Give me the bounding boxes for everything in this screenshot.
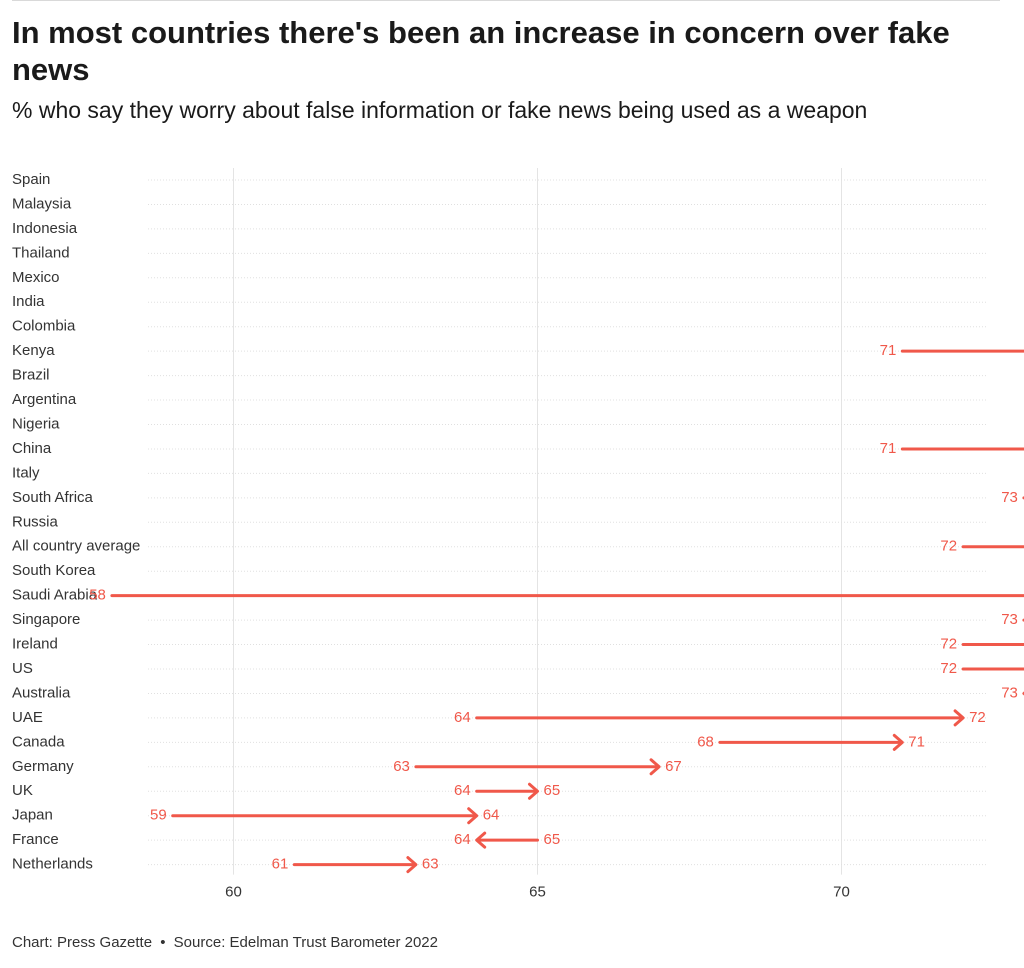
row-label-china: China bbox=[12, 440, 52, 457]
row-label-canada: Canada bbox=[12, 733, 65, 750]
row-label-thailand: Thailand bbox=[12, 244, 70, 261]
row-label-australia: Australia bbox=[12, 684, 71, 701]
start-value-japan: 59 bbox=[150, 807, 167, 824]
row-label-india: India bbox=[12, 293, 45, 310]
end-value-australia: 73 bbox=[1001, 684, 1018, 701]
row-label-south-africa: South Africa bbox=[12, 489, 94, 506]
x-tick-label-60: 60 bbox=[225, 884, 242, 901]
arrow-head-canada bbox=[892, 733, 904, 751]
row-label-indonesia: Indonesia bbox=[12, 220, 78, 237]
start-value-netherlands: 61 bbox=[272, 856, 289, 873]
start-value-us: 72 bbox=[940, 660, 957, 677]
arrow-head-uk bbox=[528, 782, 539, 800]
end-value-uae: 72 bbox=[969, 709, 986, 726]
end-value-netherlands: 63 bbox=[422, 856, 439, 873]
end-value-france: 64 bbox=[454, 831, 471, 848]
row-label-uk: UK bbox=[12, 782, 33, 799]
start-value-saudi-arabia: 58 bbox=[89, 587, 106, 604]
source-note: Source: Edelman Trust Barometer 2022 bbox=[173, 934, 438, 951]
arrow-head-netherlands bbox=[406, 856, 418, 874]
end-value-germany: 67 bbox=[665, 758, 682, 775]
start-value-singapore: 73 bbox=[1001, 611, 1018, 628]
row-label-singapore: Singapore bbox=[12, 611, 80, 628]
row-label-us: US bbox=[12, 660, 33, 677]
row-label-uae: UAE bbox=[12, 709, 43, 726]
footer-separator: • bbox=[160, 934, 166, 951]
start-value-uae: 64 bbox=[454, 709, 471, 726]
chart-title: In most countries there's been an increa… bbox=[12, 15, 950, 87]
row-label-malaysia: Malaysia bbox=[12, 195, 72, 212]
start-value-canada: 68 bbox=[697, 733, 714, 750]
row-label-kenya: Kenya bbox=[12, 342, 55, 359]
x-tick-label-65: 65 bbox=[529, 884, 546, 901]
row-label-germany: Germany bbox=[12, 758, 74, 775]
row-label-italy: Italy bbox=[12, 464, 40, 481]
row-label-all-country-average: All country average bbox=[12, 538, 140, 555]
row-label-spain: Spain bbox=[12, 171, 50, 188]
start-value-south-africa: 73 bbox=[1001, 489, 1018, 506]
row-label-france: France bbox=[12, 831, 59, 848]
start-value-all-country-average: 72 bbox=[940, 538, 957, 555]
arrow-head-germany bbox=[649, 758, 661, 776]
start-value-ireland: 72 bbox=[940, 636, 957, 653]
row-label-mexico: Mexico bbox=[12, 269, 60, 286]
chart-footer: Chart: Press Gazette • Source: Edelman T… bbox=[12, 934, 438, 951]
row-label-argentina: Argentina bbox=[12, 391, 77, 408]
end-value-uk: 65 bbox=[544, 782, 561, 799]
x-tick-label-70: 70 bbox=[833, 884, 850, 901]
row-label-saudi-arabia: Saudi Arabia bbox=[12, 587, 98, 604]
row-label-colombia: Colombia bbox=[12, 318, 76, 335]
arrow-head-japan bbox=[467, 807, 479, 825]
arrow-head-uae bbox=[953, 709, 965, 727]
start-value-germany: 63 bbox=[393, 758, 410, 775]
row-label-ireland: Ireland bbox=[12, 636, 58, 653]
row-label-nigeria: Nigeria bbox=[12, 415, 60, 432]
end-value-japan: 64 bbox=[483, 807, 500, 824]
chart-credit: Chart: Press Gazette bbox=[12, 934, 153, 951]
start-value-kenya: 71 bbox=[880, 342, 897, 359]
start-value-china: 71 bbox=[880, 440, 897, 457]
row-label-russia: Russia bbox=[12, 513, 59, 530]
chart-subtitle: % who say they worry about false informa… bbox=[12, 97, 868, 123]
row-label-brazil: Brazil bbox=[12, 367, 50, 384]
end-value-canada: 71 bbox=[908, 733, 925, 750]
row-label-south-korea: South Korea bbox=[12, 562, 96, 579]
start-value-uk: 64 bbox=[454, 782, 471, 799]
start-value-france: 65 bbox=[544, 831, 561, 848]
row-label-netherlands: Netherlands bbox=[12, 856, 93, 873]
arrow-chart: 606570758020212022Spain8184Malaysia7683I… bbox=[12, 168, 1024, 901]
top-rule bbox=[12, 0, 1000, 1]
arrow-head-france bbox=[475, 831, 487, 849]
row-label-japan: Japan bbox=[12, 807, 53, 824]
